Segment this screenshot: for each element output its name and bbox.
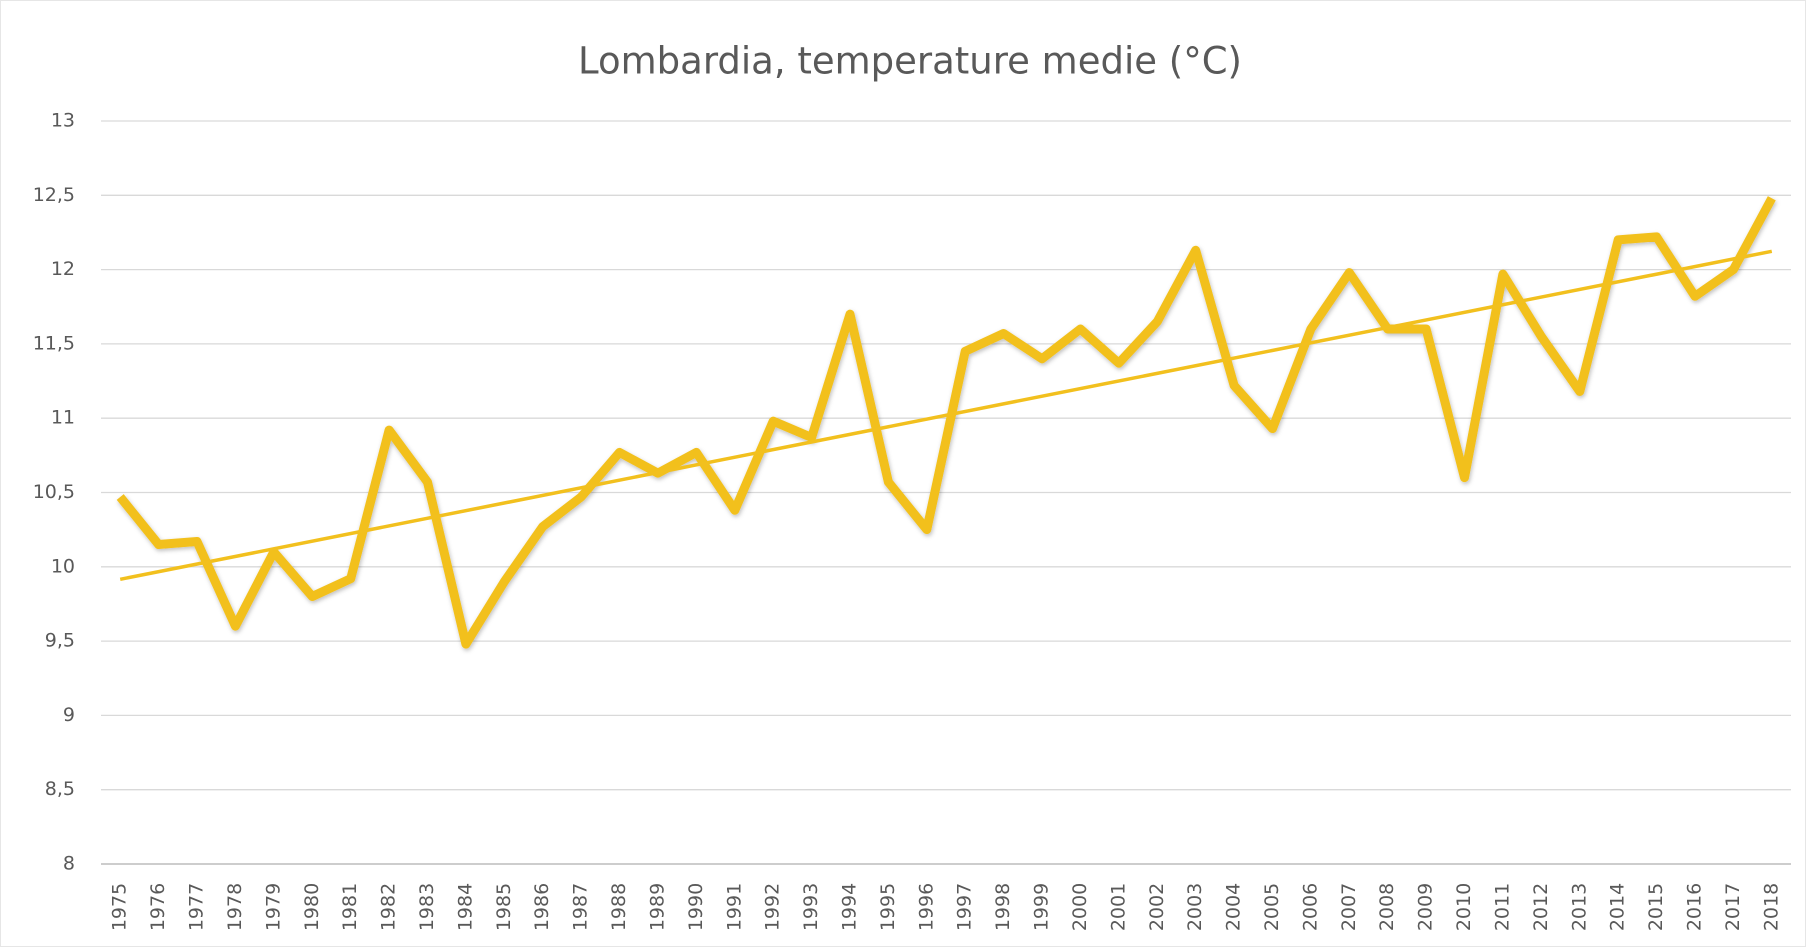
x-tick-label: 1990: [685, 883, 707, 931]
x-tick-label: 1978: [224, 883, 246, 931]
x-tick-label: 1977: [186, 883, 208, 931]
x-tick-label: 2004: [1223, 883, 1245, 931]
x-tick-label: 1994: [838, 883, 860, 931]
y-tick-label: 10,5: [33, 481, 75, 503]
x-tick-label: 1992: [762, 883, 784, 931]
x-tick-label: 1995: [877, 883, 899, 931]
x-tick-label: 2002: [1146, 883, 1168, 931]
x-tick-label: 2012: [1530, 883, 1552, 931]
y-tick-label: 8,5: [45, 778, 75, 800]
x-tick-label: 1991: [723, 883, 745, 931]
x-tick-label: 2000: [1069, 883, 1091, 931]
x-tick-label: 1975: [109, 883, 131, 931]
x-tick-label: 2003: [1184, 883, 1206, 931]
x-tick-label: 2016: [1683, 883, 1705, 931]
x-tick-label: 2010: [1453, 883, 1475, 931]
x-tick-label: 2007: [1338, 883, 1360, 931]
x-tick-label: 1993: [800, 883, 822, 931]
y-tick-label: 11,5: [33, 332, 75, 354]
x-tick-label: 2001: [1107, 883, 1129, 931]
x-tick-label: 2017: [1722, 883, 1744, 931]
x-tick-label: 1984: [454, 883, 476, 931]
x-tick-label: 2005: [1261, 883, 1283, 931]
x-tick-label: 1997: [954, 883, 976, 931]
x-tick-label: 2009: [1415, 883, 1437, 931]
x-tick-label: 1981: [339, 883, 361, 931]
y-tick-label: 12,5: [33, 184, 75, 206]
x-tick-label: 1985: [493, 883, 515, 931]
x-tick-label: 2014: [1607, 883, 1629, 931]
x-tick-label: 1983: [416, 883, 438, 931]
y-tick-label: 9: [63, 704, 75, 726]
x-tick-label: 2006: [1299, 883, 1321, 931]
x-tick-label: 1982: [378, 883, 400, 931]
x-tick-label: 1988: [608, 883, 630, 931]
y-tick-label: 9,5: [45, 630, 75, 652]
x-tick-label: 2015: [1645, 883, 1667, 931]
chart-title: Lombardia, temperature medie (°C): [578, 40, 1242, 83]
x-tick-label: 1979: [262, 883, 284, 931]
x-tick-label: 2018: [1760, 883, 1782, 931]
x-tick-label: 2008: [1376, 883, 1398, 931]
x-tick-label: 1999: [1031, 883, 1053, 931]
x-tick-label: 1987: [570, 883, 592, 931]
x-tick-label: 1986: [531, 883, 553, 931]
data-line: [116, 196, 1776, 649]
x-tick-label: 1980: [301, 883, 323, 931]
y-tick-label: 10: [51, 555, 75, 577]
x-tick-label: 1976: [147, 883, 169, 931]
y-tick-label: 11: [51, 407, 75, 429]
y-tick-label: 12: [51, 258, 75, 280]
x-tick-label: 1996: [915, 883, 937, 931]
y-tick-label: 13: [51, 110, 75, 132]
x-tick-label: 2011: [1491, 883, 1513, 931]
x-tick-label: 2013: [1568, 883, 1590, 931]
trend-line: [119, 249, 1773, 582]
x-tick-label: 1998: [992, 883, 1014, 931]
y-tick-label: 8: [63, 853, 75, 875]
x-tick-label: 1989: [646, 883, 668, 931]
